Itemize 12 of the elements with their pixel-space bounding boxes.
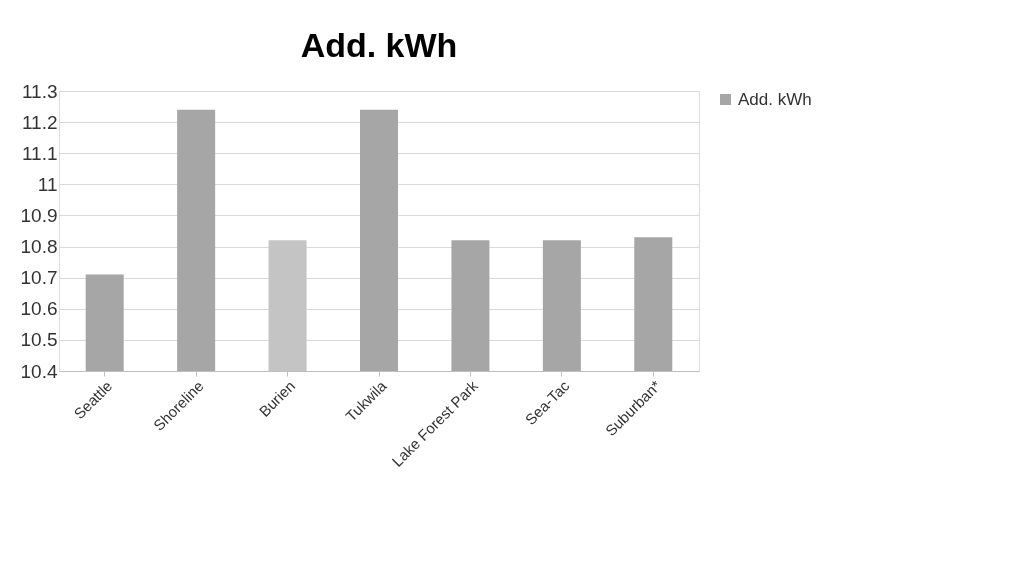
legend-label: Add. kWh [738, 89, 812, 109]
y-tick-label: 11 [37, 173, 58, 195]
y-tick-label: 11.1 [21, 142, 58, 164]
y-tick-label: 10.5 [20, 329, 58, 351]
y-tick-label: 10.9 [20, 204, 58, 226]
y-tick-label: 10.6 [20, 298, 58, 320]
y-tick-label: 10.4 [20, 360, 58, 382]
y-tick-label: 11.2 [21, 111, 58, 133]
chart-title: Add. kWh [300, 26, 458, 64]
y-tick-label: 10.8 [20, 236, 58, 258]
y-tick-label: 10.7 [20, 267, 58, 289]
y-tick-label: 11.3 [21, 80, 58, 102]
